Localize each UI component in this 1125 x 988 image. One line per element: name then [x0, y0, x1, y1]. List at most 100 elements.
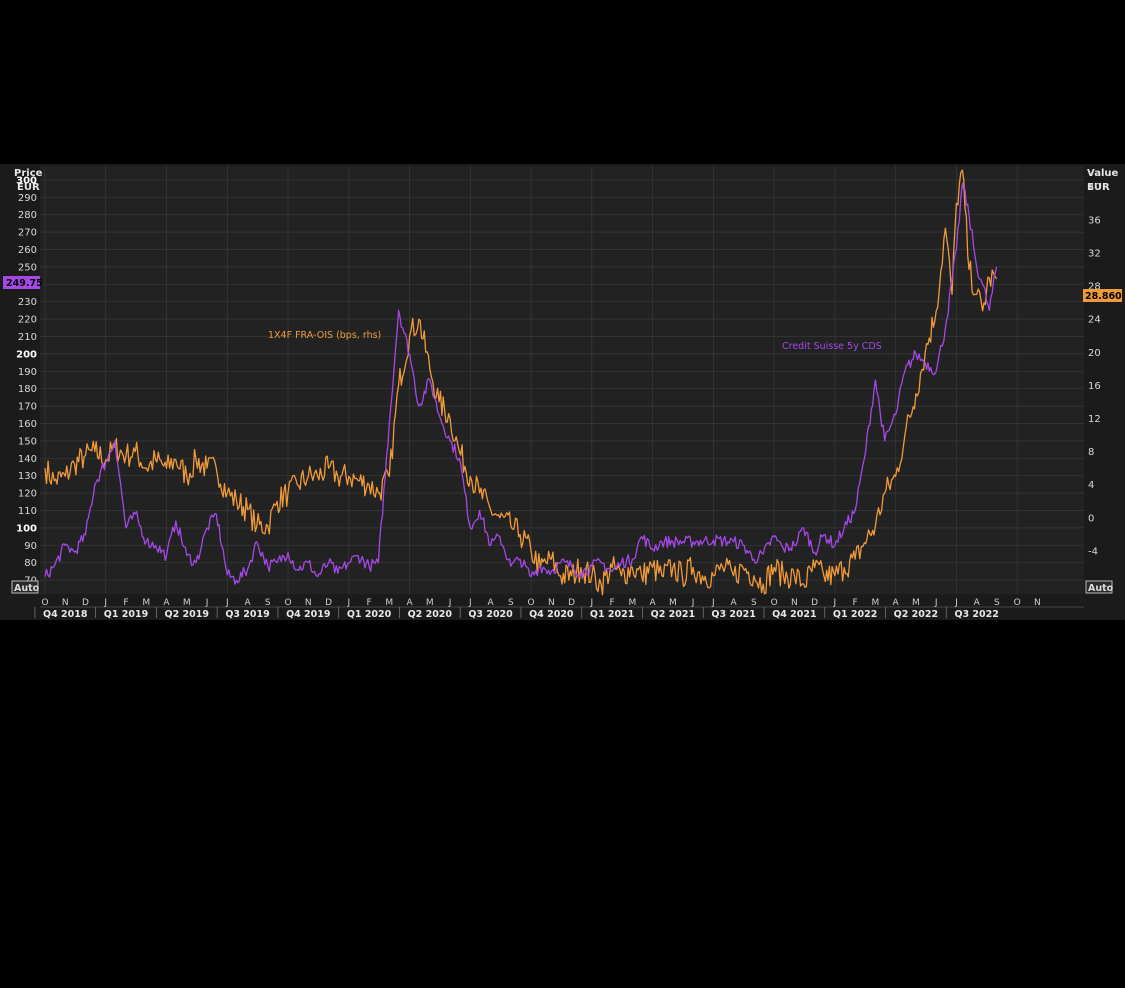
left-tick-label: 80	[24, 558, 37, 569]
svg-text:Auto: Auto	[14, 583, 40, 594]
month-tick-label: D	[568, 598, 575, 608]
series-label-cs-cds: Credit Suisse 5y CDS	[782, 341, 882, 352]
series-line-fra-ois	[44, 169, 998, 596]
left-tick-label: 170	[18, 402, 37, 413]
month-tick-label: F	[610, 598, 615, 608]
month-tick-label: M	[385, 598, 393, 608]
left-tick-label: 160	[18, 419, 37, 430]
svg-text:28.860: 28.860	[1085, 291, 1122, 302]
right-axis-unit: EUR	[1087, 182, 1110, 193]
grid-lines	[40, 166, 1084, 594]
month-tick-label: M	[426, 598, 434, 608]
month-tick-label: S	[751, 598, 757, 608]
month-tick-label: S	[508, 598, 514, 608]
right-tick-label: 8	[1088, 447, 1094, 458]
month-tick-label: A	[731, 598, 738, 608]
left-tick-label: 100	[16, 523, 37, 534]
right-tick-label: -4	[1088, 546, 1098, 557]
left-tick-label: 220	[18, 315, 37, 326]
right-tick-label: 24	[1088, 315, 1101, 326]
month-tick-label: M	[628, 598, 636, 608]
left-tick-label: 230	[18, 297, 37, 308]
right-tick-label: 0	[1088, 513, 1094, 524]
auto-scale-left-button[interactable]: Auto	[11, 580, 40, 594]
series-label-fra-ois: 1X4F FRA-OIS (bps, rhs)	[268, 330, 381, 341]
left-tick-label: 290	[18, 193, 37, 204]
month-tick-label: J	[711, 598, 715, 608]
series-line-cs-cds	[44, 182, 998, 585]
month-tick-label: A	[487, 598, 494, 608]
month-tick-label: J	[468, 598, 472, 608]
left-tick-label: 210	[18, 332, 37, 343]
right-tick-label: 4	[1088, 480, 1094, 491]
left-tick-label: 110	[18, 506, 37, 517]
right-tick-label: 12	[1088, 414, 1101, 425]
right-tick-label: 36	[1088, 215, 1101, 226]
left-tick-label: 200	[16, 349, 37, 360]
right-last-value-tag: 28.860	[1083, 289, 1122, 302]
month-tick-label: O	[41, 598, 48, 608]
quarter-tick-label: Q2 2020	[408, 609, 453, 620]
quarter-tick-label: Q3 2022	[954, 609, 998, 620]
month-tick-label: O	[528, 598, 535, 608]
month-tick-label: O	[771, 598, 778, 608]
month-tick-label: N	[548, 598, 555, 608]
left-tick-label: 120	[18, 489, 37, 500]
left-tick-label: 140	[18, 454, 37, 465]
right-tick-label: 40	[1088, 182, 1101, 193]
left-tick-label: 150	[18, 436, 37, 447]
right-tick-label: 16	[1088, 381, 1101, 392]
left-last-value-tag: 249.75	[3, 276, 43, 289]
month-tick-label: J	[590, 598, 594, 608]
month-tick-label: A	[974, 598, 981, 608]
svg-text:249.75: 249.75	[6, 278, 43, 289]
right-axis-title: Value	[1087, 168, 1118, 179]
month-tick-label: M	[142, 598, 150, 608]
left-tick-label: 250	[18, 262, 37, 273]
month-tick-label: S	[265, 598, 271, 608]
month-tick-label: A	[893, 598, 900, 608]
left-tick-label: 280	[18, 210, 37, 221]
month-tick-label: S	[994, 598, 1000, 608]
month-tick-label: D	[82, 598, 89, 608]
right-tick-label: 28	[1088, 282, 1101, 293]
month-tick-label: J	[934, 598, 938, 608]
quarter-tick-label: Q3 2021	[711, 609, 755, 620]
month-tick-label: M	[912, 598, 920, 608]
quarter-tick-label: Q2 2019	[165, 609, 209, 620]
quarter-tick-label: Q3 2020	[468, 609, 513, 620]
month-tick-label: J	[103, 598, 107, 608]
month-tick-label: N	[62, 598, 69, 608]
left-tick-label: 180	[18, 384, 37, 395]
month-tick-label: N	[305, 598, 312, 608]
left-tick-label: 130	[18, 471, 37, 482]
month-tick-label: M	[669, 598, 677, 608]
month-tick-label: M	[183, 598, 191, 608]
quarter-tick-label: Q1 2020	[347, 609, 392, 620]
auto-scale-right-button[interactable]: Auto	[1085, 580, 1114, 594]
plot-area	[40, 166, 1084, 594]
left-axis-unit: EUR	[17, 182, 40, 193]
month-tick-label: O	[284, 598, 291, 608]
month-tick-label: D	[325, 598, 332, 608]
series-layer	[44, 169, 998, 596]
left-axis-title: Price	[14, 168, 43, 179]
quarter-tick-label: Q4 2018	[43, 609, 88, 620]
month-tick-label: D	[811, 598, 818, 608]
month-tick-label: J	[954, 598, 958, 608]
month-tick-label: N	[1034, 598, 1041, 608]
left-tick-label: 270	[18, 228, 37, 239]
month-tick-label: O	[1014, 598, 1021, 608]
quarter-tick-label: Q2 2022	[894, 609, 938, 620]
right-tick-label: 20	[1088, 348, 1101, 359]
left-tick-label: 190	[18, 367, 37, 378]
left-tick-label: 90	[24, 541, 37, 552]
month-tick-label: J	[225, 598, 229, 608]
month-tick-label: A	[406, 598, 413, 608]
quarter-tick-label: Q4 2019	[286, 609, 330, 620]
month-tick-label: F	[853, 598, 858, 608]
quarter-tick-label: Q1 2019	[104, 609, 148, 620]
